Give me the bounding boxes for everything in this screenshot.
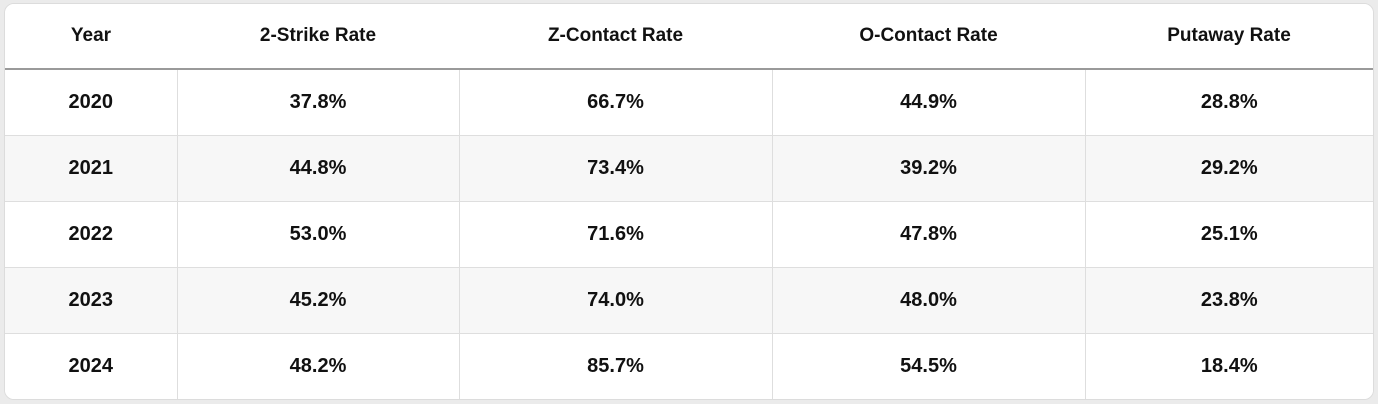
table-body: 2020 37.8% 66.7% 44.9% 28.8% 2021 44.8% …: [5, 69, 1373, 399]
cell-year: 2020: [5, 69, 178, 136]
cell-year: 2023: [5, 267, 178, 334]
cell-two-strike-rate: 53.0%: [177, 201, 460, 268]
stats-table-card: Year 2-Strike Rate Z-Contact Rate O-Cont…: [4, 3, 1374, 400]
cell-putaway-rate: 23.8%: [1085, 267, 1373, 334]
header-putaway-rate: Putaway Rate: [1085, 4, 1373, 70]
cell-two-strike-rate: 48.2%: [177, 333, 460, 399]
cell-o-contact-rate: 47.8%: [772, 201, 1086, 268]
cell-putaway-rate: 18.4%: [1085, 333, 1373, 399]
table-row: 2022 53.0% 71.6% 47.8% 25.1%: [5, 201, 1373, 268]
stats-table: Year 2-Strike Rate Z-Contact Rate O-Cont…: [5, 4, 1373, 399]
cell-putaway-rate: 25.1%: [1085, 201, 1373, 268]
table-row: 2021 44.8% 73.4% 39.2% 29.2%: [5, 135, 1373, 202]
header-year: Year: [5, 4, 177, 70]
cell-two-strike-rate: 45.2%: [177, 267, 460, 334]
cell-two-strike-rate: 37.8%: [177, 69, 460, 136]
cell-o-contact-rate: 44.9%: [772, 69, 1086, 136]
cell-z-contact-rate: 71.6%: [459, 201, 773, 268]
cell-z-contact-rate: 74.0%: [459, 267, 773, 334]
cell-putaway-rate: 29.2%: [1085, 135, 1373, 202]
cell-year: 2021: [5, 135, 178, 202]
cell-year: 2024: [5, 333, 178, 399]
cell-putaway-rate: 28.8%: [1085, 69, 1373, 136]
table-header: Year 2-Strike Rate Z-Contact Rate O-Cont…: [5, 4, 1373, 70]
table-row: 2024 48.2% 85.7% 54.5% 18.4%: [5, 333, 1373, 399]
header-row: Year 2-Strike Rate Z-Contact Rate O-Cont…: [5, 4, 1373, 70]
cell-o-contact-rate: 48.0%: [772, 267, 1086, 334]
header-two-strike-rate: 2-Strike Rate: [177, 4, 459, 70]
cell-two-strike-rate: 44.8%: [177, 135, 460, 202]
header-o-contact-rate: O-Contact Rate: [772, 4, 1085, 70]
cell-z-contact-rate: 85.7%: [459, 333, 773, 399]
cell-z-contact-rate: 73.4%: [459, 135, 773, 202]
cell-year: 2022: [5, 201, 178, 268]
cell-z-contact-rate: 66.7%: [459, 69, 773, 136]
cell-o-contact-rate: 54.5%: [772, 333, 1086, 399]
table-row: 2020 37.8% 66.7% 44.9% 28.8%: [5, 69, 1373, 136]
table-row: 2023 45.2% 74.0% 48.0% 23.8%: [5, 267, 1373, 334]
header-z-contact-rate: Z-Contact Rate: [459, 4, 772, 70]
cell-o-contact-rate: 39.2%: [772, 135, 1086, 202]
